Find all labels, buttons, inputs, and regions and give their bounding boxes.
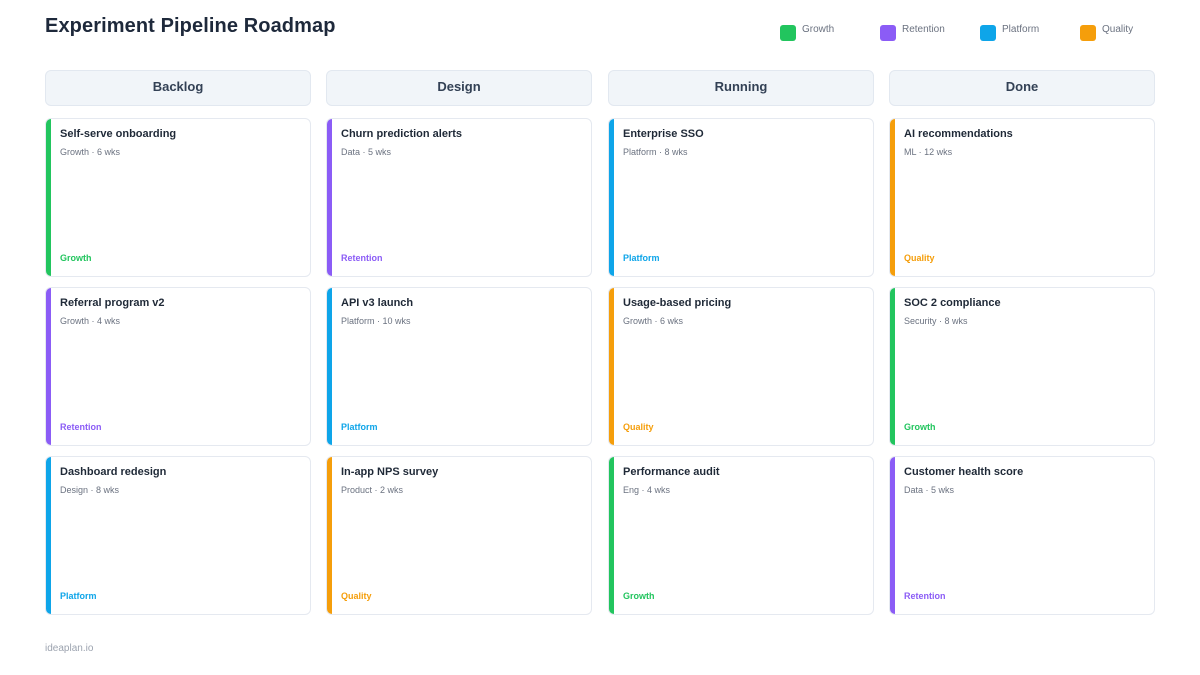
card-category-tag: Platform: [341, 422, 378, 432]
card-meta: Growth · 4 wks: [60, 316, 121, 326]
card-meta: Growth · 6 wks: [623, 316, 684, 326]
category-color-bar: [327, 457, 332, 614]
category-color-bar: [46, 119, 51, 276]
card-meta: Product · 2 wks: [341, 485, 404, 495]
column-header: Running: [608, 70, 874, 106]
column-header: Backlog: [45, 70, 311, 106]
roadmap-card[interactable]: In-app NPS survey Product · 2 wks Qualit…: [326, 456, 592, 615]
card-category-tag: Quality: [341, 591, 372, 601]
card-title: API v3 launch: [341, 297, 414, 309]
card-category-tag: Platform: [60, 591, 97, 601]
category-color-bar: [46, 288, 51, 445]
column-backlog: Backlog Self-serve onboarding Growth · 6…: [45, 70, 311, 616]
card-meta: Data · 5 wks: [904, 485, 955, 495]
column-design: Design Churn prediction alerts Data · 5 …: [326, 70, 592, 616]
roadmap-card[interactable]: Dashboard redesign Design · 8 wks Platfo…: [45, 456, 311, 615]
legend-label: Growth: [802, 24, 835, 35]
roadmap-card[interactable]: Self-serve onboarding Growth · 6 wks Gro…: [45, 118, 311, 277]
card-title: In-app NPS survey: [341, 466, 439, 478]
category-color-bar: [609, 119, 614, 276]
roadmap-card[interactable]: Usage-based pricing Growth · 6 wks Quali…: [608, 287, 874, 446]
card-category-tag: Growth: [904, 422, 936, 432]
category-color-bar: [327, 288, 332, 445]
legend-label: Retention: [902, 24, 945, 35]
category-color-bar: [890, 288, 895, 445]
card-meta: Eng · 4 wks: [623, 485, 671, 495]
card-category-tag: Retention: [60, 422, 102, 432]
category-color-bar: [609, 457, 614, 614]
category-color-bar: [609, 288, 614, 445]
card-meta: Security · 8 wks: [904, 316, 968, 326]
card-category-tag: Quality: [623, 422, 654, 432]
card-meta: Platform · 10 wks: [341, 316, 411, 326]
card-title: Customer health score: [904, 466, 1024, 478]
card-category-tag: Growth: [623, 591, 655, 601]
card-title: AI recommendations: [904, 128, 1013, 140]
roadmap-card[interactable]: Enterprise SSO Platform · 8 wks Platform: [608, 118, 874, 277]
roadmap-card[interactable]: Referral program v2 Growth · 4 wks Reten…: [45, 287, 311, 446]
card-title: Usage-based pricing: [623, 297, 732, 309]
roadmap-card[interactable]: Customer health score Data · 5 wks Reten…: [889, 456, 1155, 615]
legend-label: Quality: [1102, 24, 1134, 35]
roadmap-card[interactable]: Performance audit Eng · 4 wks Growth: [608, 456, 874, 615]
card-title: Churn prediction alerts: [341, 128, 463, 140]
legend-swatch-quality-icon: [1080, 25, 1096, 41]
legend-swatch-growth-icon: [780, 25, 796, 41]
card-meta: Design · 8 wks: [60, 485, 120, 495]
card-title: Enterprise SSO: [623, 128, 704, 140]
card-title: SOC 2 compliance: [904, 297, 1001, 309]
legend: Growth Retention Platform Quality: [780, 24, 1180, 44]
card-category-tag: Platform: [623, 253, 660, 263]
category-color-bar: [46, 457, 51, 614]
column-header: Done: [889, 70, 1155, 106]
legend-label: Platform: [1002, 24, 1040, 35]
card-title: Performance audit: [623, 466, 720, 478]
roadmap-card[interactable]: SOC 2 compliance Security · 8 wks Growth: [889, 287, 1155, 446]
card-meta: Platform · 8 wks: [623, 147, 688, 157]
card-category-tag: Growth: [60, 253, 92, 263]
column-running: Running Enterprise SSO Platform · 8 wks …: [608, 70, 874, 616]
card-meta: Data · 5 wks: [341, 147, 392, 157]
footer-brand: ideaplan.io: [45, 643, 94, 654]
column-header: Design: [326, 70, 592, 106]
roadmap-card[interactable]: API v3 launch Platform · 10 wks Platform: [326, 287, 592, 446]
page-title: Experiment Pipeline Roadmap: [45, 15, 336, 37]
category-color-bar: [327, 119, 332, 276]
legend-swatch-platform-icon: [980, 25, 996, 41]
card-category-tag: Quality: [904, 253, 935, 263]
category-color-bar: [890, 119, 895, 276]
category-color-bar: [890, 457, 895, 614]
card-title: Self-serve onboarding: [60, 128, 177, 140]
card-title: Referral program v2: [60, 297, 165, 309]
card-meta: Growth · 6 wks: [60, 147, 121, 157]
card-category-tag: Retention: [904, 591, 946, 601]
card-meta: ML · 12 wks: [904, 147, 953, 157]
column-done: Done AI recommendations ML · 12 wks Qual…: [889, 70, 1155, 616]
card-category-tag: Retention: [341, 253, 383, 263]
board-columns: Backlog Self-serve onboarding Growth · 6…: [45, 70, 1155, 616]
card-title: Dashboard redesign: [60, 466, 167, 478]
roadmap-card[interactable]: Churn prediction alerts Data · 5 wks Ret…: [326, 118, 592, 277]
legend-swatch-retention-icon: [880, 25, 896, 41]
roadmap-card[interactable]: AI recommendations ML · 12 wks Quality: [889, 118, 1155, 277]
